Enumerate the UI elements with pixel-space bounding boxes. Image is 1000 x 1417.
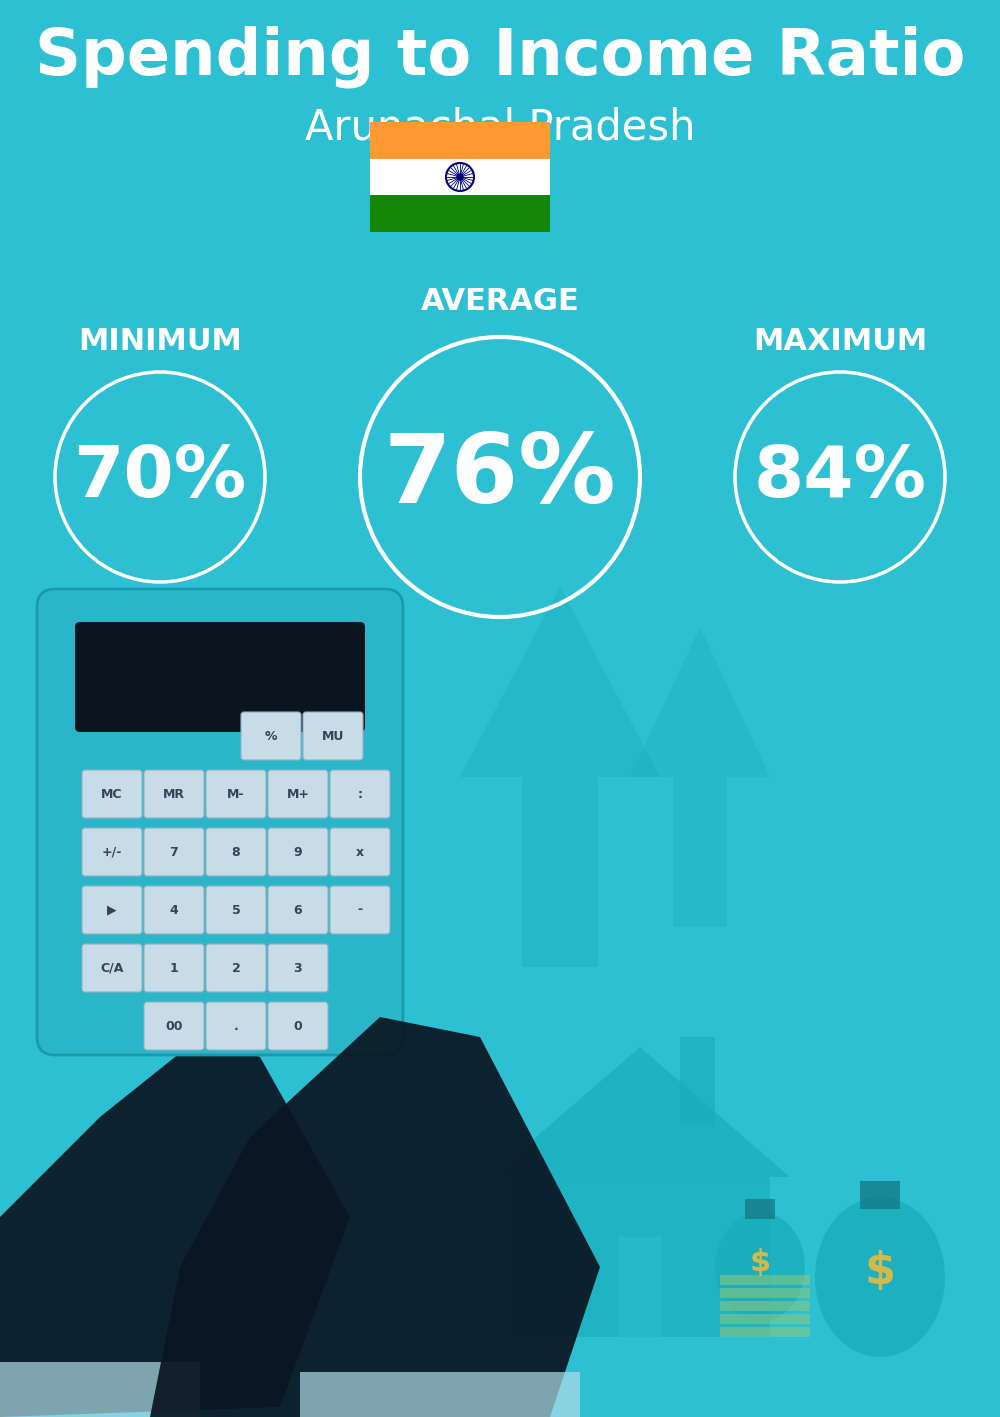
FancyBboxPatch shape bbox=[144, 769, 204, 818]
Text: 76%: 76% bbox=[384, 431, 616, 523]
FancyBboxPatch shape bbox=[860, 1180, 900, 1209]
FancyBboxPatch shape bbox=[370, 122, 550, 159]
Text: 9: 9 bbox=[294, 846, 302, 859]
FancyBboxPatch shape bbox=[144, 944, 204, 992]
Circle shape bbox=[457, 174, 463, 180]
FancyBboxPatch shape bbox=[144, 886, 204, 934]
Text: +/-: +/- bbox=[102, 846, 122, 859]
Polygon shape bbox=[150, 1017, 600, 1417]
FancyBboxPatch shape bbox=[206, 886, 266, 934]
Text: $: $ bbox=[749, 1247, 771, 1277]
FancyBboxPatch shape bbox=[82, 769, 142, 818]
Polygon shape bbox=[490, 1047, 790, 1178]
Text: 0: 0 bbox=[294, 1019, 302, 1033]
FancyBboxPatch shape bbox=[673, 777, 727, 927]
FancyBboxPatch shape bbox=[268, 769, 328, 818]
Text: AVERAGE: AVERAGE bbox=[421, 288, 579, 316]
Text: -: - bbox=[357, 904, 363, 917]
FancyBboxPatch shape bbox=[720, 1314, 810, 1323]
Text: %: % bbox=[265, 730, 277, 743]
FancyBboxPatch shape bbox=[82, 944, 142, 992]
FancyBboxPatch shape bbox=[370, 196, 550, 232]
Text: MR: MR bbox=[163, 788, 185, 801]
FancyBboxPatch shape bbox=[206, 828, 266, 876]
FancyBboxPatch shape bbox=[510, 1178, 770, 1338]
FancyBboxPatch shape bbox=[144, 1002, 204, 1050]
FancyBboxPatch shape bbox=[720, 1326, 810, 1338]
Text: 5: 5 bbox=[232, 904, 240, 917]
Text: 00: 00 bbox=[165, 1019, 183, 1033]
FancyBboxPatch shape bbox=[720, 1275, 810, 1285]
Text: 2: 2 bbox=[232, 962, 240, 975]
FancyBboxPatch shape bbox=[75, 622, 365, 733]
FancyBboxPatch shape bbox=[330, 886, 390, 934]
FancyBboxPatch shape bbox=[680, 1037, 715, 1127]
Polygon shape bbox=[460, 587, 660, 777]
Text: M+: M+ bbox=[287, 788, 310, 801]
FancyBboxPatch shape bbox=[82, 828, 142, 876]
FancyBboxPatch shape bbox=[300, 1372, 580, 1417]
FancyBboxPatch shape bbox=[268, 828, 328, 876]
Text: ▶: ▶ bbox=[107, 904, 117, 917]
FancyBboxPatch shape bbox=[720, 1288, 810, 1298]
FancyBboxPatch shape bbox=[37, 589, 403, 1056]
Text: MU: MU bbox=[322, 730, 344, 743]
Ellipse shape bbox=[815, 1197, 945, 1357]
Text: MINIMUM: MINIMUM bbox=[78, 327, 242, 357]
FancyBboxPatch shape bbox=[268, 1002, 328, 1050]
Text: .: . bbox=[234, 1019, 238, 1033]
FancyBboxPatch shape bbox=[206, 769, 266, 818]
FancyBboxPatch shape bbox=[522, 777, 598, 966]
Text: 8: 8 bbox=[232, 846, 240, 859]
FancyBboxPatch shape bbox=[370, 159, 550, 196]
FancyBboxPatch shape bbox=[241, 711, 301, 760]
FancyBboxPatch shape bbox=[206, 944, 266, 992]
FancyBboxPatch shape bbox=[82, 886, 142, 934]
FancyBboxPatch shape bbox=[618, 1237, 662, 1338]
FancyBboxPatch shape bbox=[0, 1362, 200, 1417]
FancyBboxPatch shape bbox=[330, 769, 390, 818]
Text: Spending to Income Ratio: Spending to Income Ratio bbox=[35, 26, 965, 88]
Polygon shape bbox=[0, 1037, 350, 1417]
Text: 84%: 84% bbox=[754, 442, 926, 512]
FancyBboxPatch shape bbox=[206, 1002, 266, 1050]
FancyBboxPatch shape bbox=[330, 828, 390, 876]
Text: MC: MC bbox=[101, 788, 123, 801]
Polygon shape bbox=[630, 626, 770, 777]
FancyBboxPatch shape bbox=[303, 711, 363, 760]
Text: 3: 3 bbox=[294, 962, 302, 975]
FancyBboxPatch shape bbox=[268, 886, 328, 934]
Text: 70%: 70% bbox=[73, 442, 247, 512]
FancyBboxPatch shape bbox=[745, 1199, 775, 1219]
Ellipse shape bbox=[715, 1212, 805, 1322]
Text: MAXIMUM: MAXIMUM bbox=[753, 327, 927, 357]
Text: 7: 7 bbox=[170, 846, 178, 859]
Text: Arunachal Pradesh: Arunachal Pradesh bbox=[305, 106, 695, 147]
Text: M-: M- bbox=[227, 788, 245, 801]
Text: $: $ bbox=[864, 1250, 896, 1294]
FancyBboxPatch shape bbox=[144, 828, 204, 876]
Text: 4: 4 bbox=[170, 904, 178, 917]
Text: x: x bbox=[356, 846, 364, 859]
Text: :: : bbox=[358, 788, 362, 801]
Text: 1: 1 bbox=[170, 962, 178, 975]
Text: C/A: C/A bbox=[100, 962, 124, 975]
FancyBboxPatch shape bbox=[268, 944, 328, 992]
Text: 6: 6 bbox=[294, 904, 302, 917]
FancyBboxPatch shape bbox=[720, 1301, 810, 1311]
